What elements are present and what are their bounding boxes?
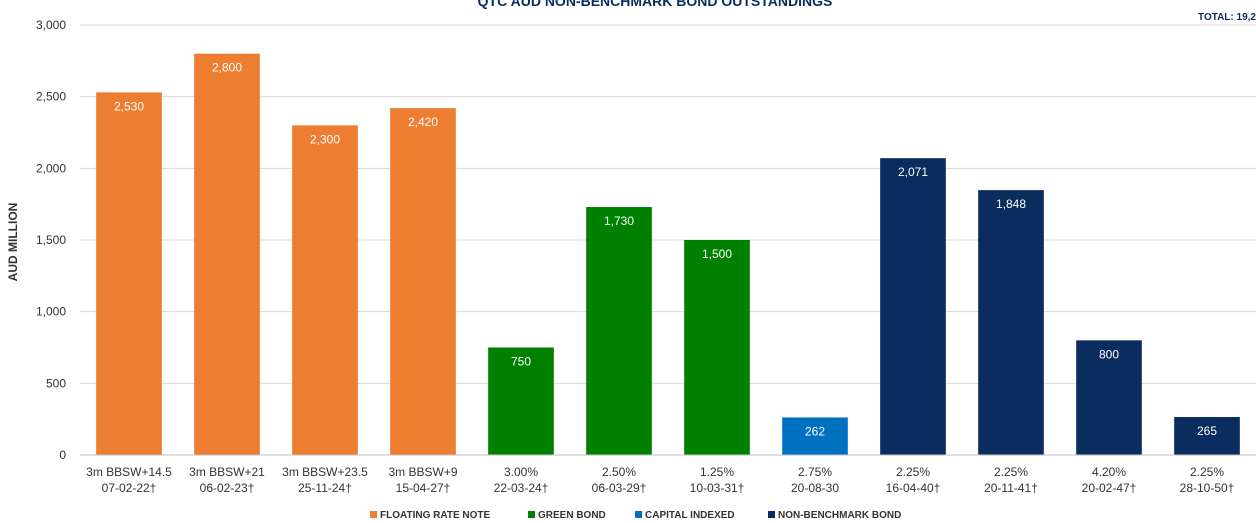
legend-swatch bbox=[528, 511, 535, 518]
legend-swatch bbox=[768, 511, 775, 518]
bar bbox=[782, 417, 848, 455]
x-tick-label: 06-03-29† bbox=[592, 481, 647, 495]
data-label: 800 bbox=[1099, 347, 1119, 361]
legend-swatch bbox=[635, 511, 642, 518]
x-tick-label: 4.20% bbox=[1092, 465, 1126, 479]
y-axis-label: AUD MILLION bbox=[6, 203, 20, 282]
y-tick-label: 2,500 bbox=[36, 90, 66, 104]
x-tick-label: 15-04-27† bbox=[396, 481, 451, 495]
bar bbox=[292, 125, 358, 455]
legend-entry: CAPITAL INDEXED bbox=[645, 510, 735, 521]
bar bbox=[1076, 340, 1142, 455]
data-label: 2,800 bbox=[212, 61, 242, 75]
legend-swatch bbox=[370, 511, 377, 518]
x-tick-label: 3m BBSW+21 bbox=[189, 465, 265, 479]
x-tick-label: 2.25% bbox=[896, 465, 930, 479]
bars bbox=[96, 53, 1240, 456]
x-tick-label: 3m BBSW+23.5 bbox=[282, 465, 368, 479]
y-tick-label: 500 bbox=[46, 376, 66, 390]
x-tick-label: 3.00% bbox=[504, 465, 538, 479]
bar bbox=[96, 92, 162, 455]
bar bbox=[1174, 417, 1240, 455]
x-tick-label: 3m BBSW+9 bbox=[388, 465, 457, 479]
data-label: 1,500 bbox=[702, 247, 732, 261]
data-label: 2,420 bbox=[408, 115, 438, 129]
legend-entry: FLOATING RATE NOTE bbox=[380, 510, 491, 521]
legend-entry: GREEN BOND bbox=[538, 510, 606, 521]
data-label: 262 bbox=[805, 424, 825, 438]
data-label: 1,730 bbox=[604, 214, 634, 228]
x-tick-label: 06-02-23† bbox=[200, 481, 255, 495]
y-tick-label: 0 bbox=[59, 448, 66, 462]
y-tick-label: 1,500 bbox=[36, 233, 66, 247]
legend: FLOATING RATE NOTE GREEN BOND CAPITAL INDE… bbox=[370, 510, 901, 521]
data-label: 2,300 bbox=[310, 132, 340, 146]
chart-title: QTC AUD NON-BENCHMARK BOND OUTSTANDINGS bbox=[478, 0, 833, 9]
x-tick-label: 22-03-24† bbox=[494, 481, 549, 495]
y-tick-label: 2,000 bbox=[36, 161, 66, 175]
x-tick-label: 1.25% bbox=[700, 465, 734, 479]
x-tick-label: 16-04-40† bbox=[886, 481, 941, 495]
x-tick-label: 2.50% bbox=[602, 465, 636, 479]
data-label: 1,848 bbox=[996, 197, 1026, 211]
x-tick-label: 07-02-22† bbox=[102, 481, 157, 495]
x-tick-label: 20-11-41† bbox=[984, 481, 1038, 495]
y-axis-ticks: 0 500 1,000 1,500 2,000 2,500 3,000 bbox=[36, 18, 66, 462]
x-tick-label: 2.25% bbox=[1190, 465, 1224, 479]
bar bbox=[684, 240, 750, 455]
x-tick-label: 20-02-47† bbox=[1082, 481, 1137, 495]
bar bbox=[586, 207, 652, 455]
bar bbox=[194, 53, 260, 456]
y-tick-label: 1,000 bbox=[36, 305, 66, 319]
total-label: TOTAL: 19,2 bbox=[1198, 12, 1256, 23]
bar bbox=[488, 347, 554, 455]
x-tick-label: 2.25% bbox=[994, 465, 1028, 479]
gridlines bbox=[80, 24, 1256, 384]
x-axis-ticks: 3m BBSW+14.5 07-02-22† 3m BBSW+21 06-02-23†… bbox=[86, 465, 1234, 495]
x-tick-label: 2.75% bbox=[798, 465, 832, 479]
legend-entry: NON-BENCHMARK BOND bbox=[778, 510, 901, 521]
data-label: 2,530 bbox=[114, 99, 144, 113]
x-tick-label: 20-08-30 bbox=[791, 481, 839, 495]
x-tick-label: 25-11-24† bbox=[298, 481, 352, 495]
data-labels: 2,530 2,800 2,300 2,420 750 1,730 1,500 262 2,07… bbox=[114, 61, 1217, 439]
bar bbox=[880, 158, 946, 455]
x-tick-label: 10-03-31† bbox=[690, 481, 745, 495]
data-label: 750 bbox=[511, 355, 531, 369]
y-tick-label: 3,000 bbox=[36, 18, 66, 32]
bar bbox=[390, 108, 456, 455]
x-tick-label: 3m BBSW+14.5 bbox=[86, 465, 172, 479]
x-tick-label: 28-10-50† bbox=[1180, 481, 1235, 495]
data-label: 2,071 bbox=[898, 165, 928, 179]
data-label: 265 bbox=[1197, 424, 1217, 438]
bar bbox=[978, 190, 1044, 455]
